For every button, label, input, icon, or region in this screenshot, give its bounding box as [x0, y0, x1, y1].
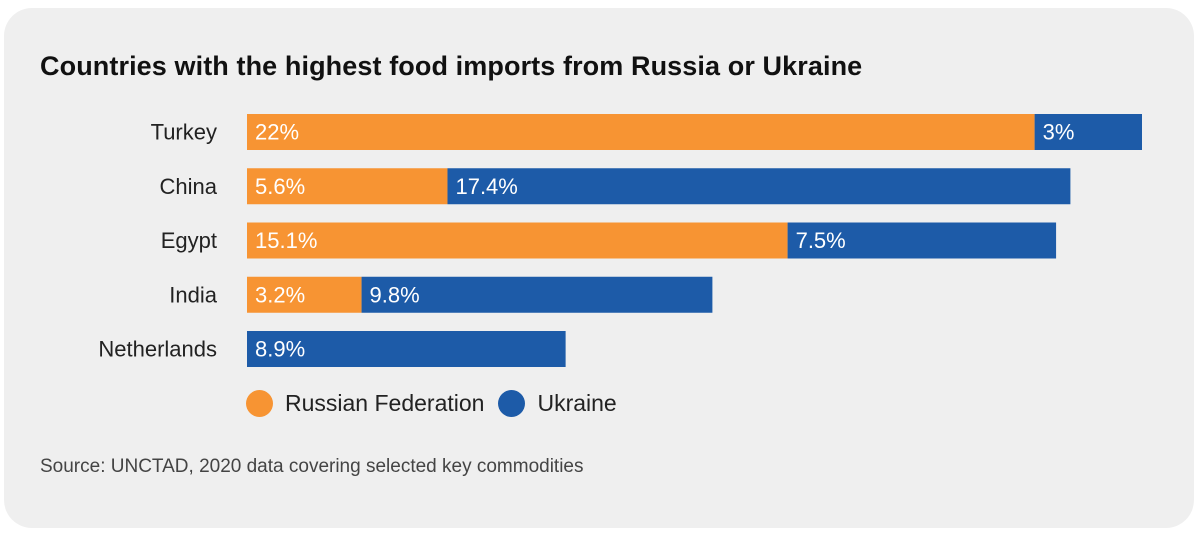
bar-ukraine-egypt [787, 222, 1057, 259]
legend-item-russia: Russian Federation [246, 390, 484, 417]
chart-legend: Russian Federation Ukraine [246, 390, 631, 417]
source-note: Source: UNCTAD, 2020 data covering selec… [40, 456, 584, 477]
legend-swatch-russia [246, 390, 273, 417]
bar-ukraine-india [361, 276, 713, 313]
legend-label-russia: Russian Federation [285, 390, 485, 416]
category-label-egypt: Egypt [161, 228, 217, 253]
data-label-ukraine-egypt: 7.5% [796, 228, 846, 253]
bar-ukraine-china [447, 168, 1071, 205]
bar-russian-federation-turkey [247, 114, 1035, 150]
category-label-india: India [169, 282, 217, 307]
chart-title: Countries with the highest food imports … [40, 51, 863, 81]
legend-item-ukraine: Ukraine [498, 390, 617, 417]
data-label-russian-federation-india: 3.2% [255, 282, 305, 307]
data-label-ukraine-china: 17.4% [455, 174, 517, 199]
category-label-china: China [160, 174, 218, 199]
legend-label-ukraine: Ukraine [537, 390, 617, 416]
bar-ukraine-netherlands [247, 331, 566, 367]
data-label-russian-federation-china: 5.6% [255, 174, 305, 199]
chart-card [4, 8, 1194, 528]
data-label-russian-federation-turkey: 22% [255, 120, 299, 145]
data-label-russian-federation-egypt: 15.1% [255, 228, 317, 253]
data-label-ukraine-netherlands: 8.9% [255, 337, 305, 362]
bar-russian-federation-egypt [247, 222, 788, 259]
data-label-ukraine-turkey: 3% [1043, 120, 1075, 145]
bar-russian-federation-india [247, 276, 362, 313]
category-label-turkey: Turkey [151, 120, 217, 145]
category-label-netherlands: Netherlands [98, 337, 217, 362]
data-label-ukraine-india: 9.8% [370, 282, 420, 307]
bar-ukraine-turkey [1034, 114, 1142, 150]
bar-russian-federation-china [247, 168, 448, 205]
legend-swatch-ukraine [498, 390, 526, 417]
